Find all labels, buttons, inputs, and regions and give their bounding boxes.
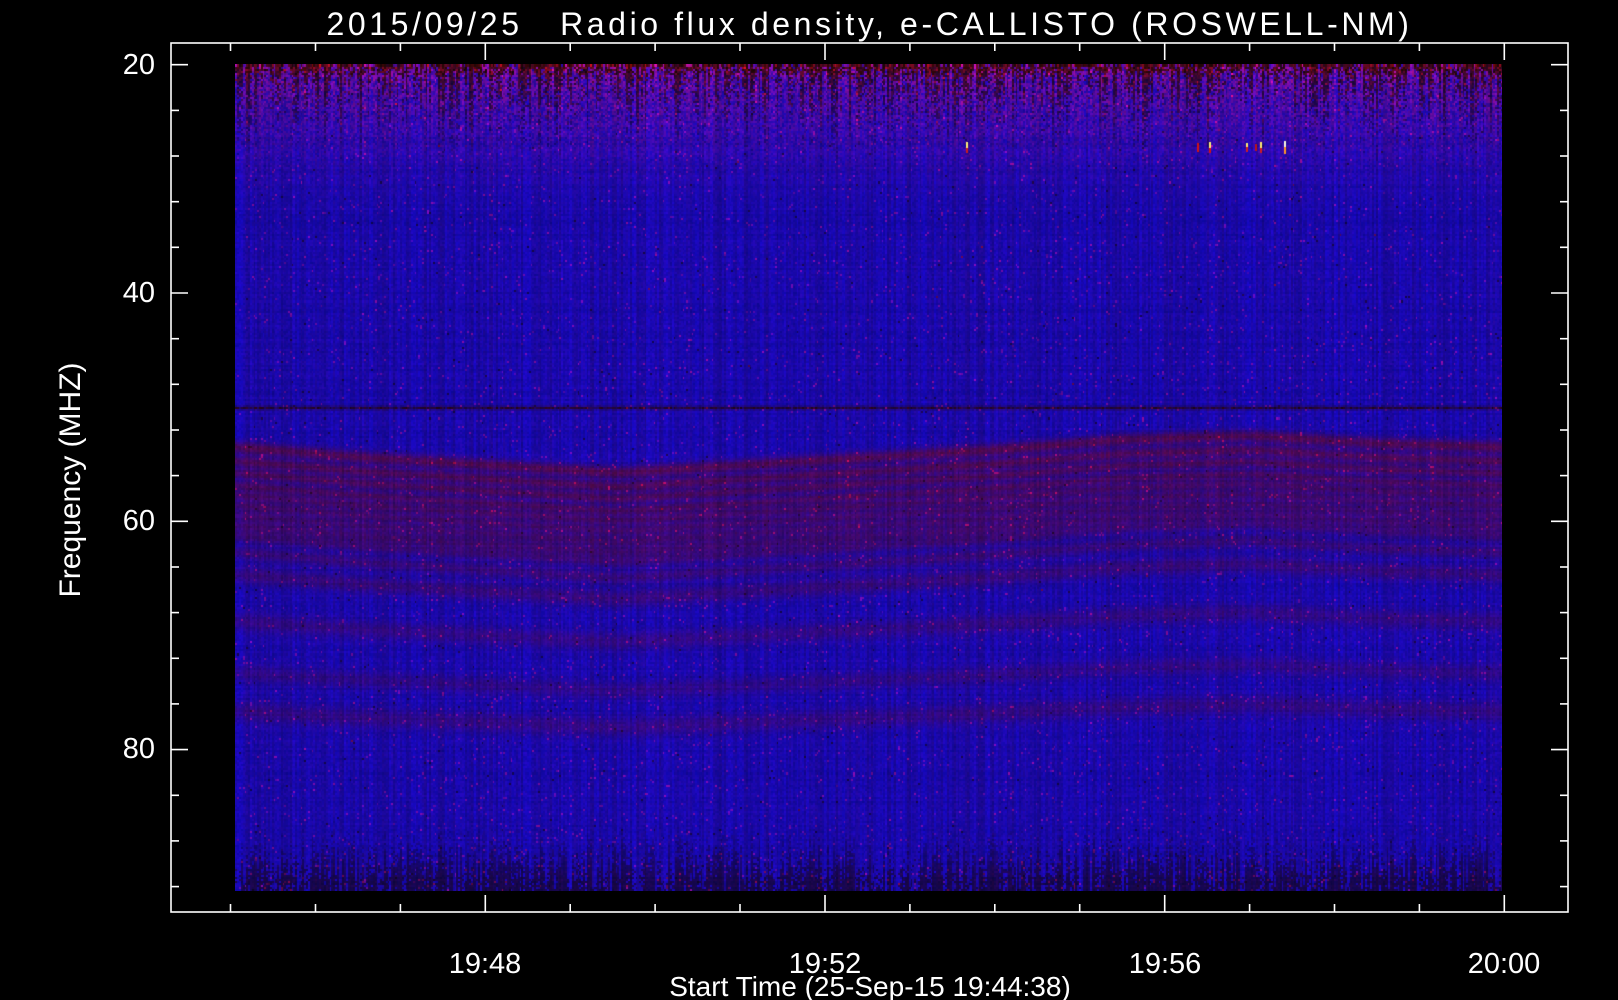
svg-text:20:00: 20:00 bbox=[1468, 948, 1541, 980]
svg-text:20: 20 bbox=[123, 49, 155, 81]
svg-text:19:48: 19:48 bbox=[449, 948, 522, 980]
svg-text:80: 80 bbox=[123, 733, 155, 765]
svg-text:Frequency (MHZ): Frequency (MHZ) bbox=[54, 362, 87, 597]
svg-text:60: 60 bbox=[123, 505, 155, 537]
svg-text:Start Time (25-Sep-15 19:44:38: Start Time (25-Sep-15 19:44:38) bbox=[669, 971, 1071, 1000]
svg-text:40: 40 bbox=[123, 277, 155, 309]
svg-text:19:56: 19:56 bbox=[1129, 948, 1202, 980]
